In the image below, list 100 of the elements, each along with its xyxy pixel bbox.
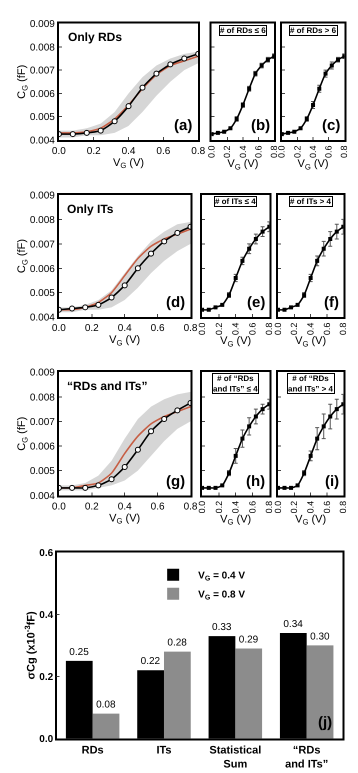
data-label: 0.34 <box>283 619 304 630</box>
text: Only ITs <box>67 202 114 216</box>
x-tick-label: 0.8 <box>191 146 206 157</box>
x-tick-label: 0.2 <box>292 145 302 158</box>
x-tick-label: 0.0 <box>276 145 287 158</box>
x-tick-label: 0.6 <box>322 322 332 336</box>
point <box>161 416 168 422</box>
y-tick-label: 0.009 <box>30 19 56 30</box>
x-axis-title: V$_{G}$ (V) <box>227 158 258 172</box>
y-tick-label: 0.004 <box>30 135 56 146</box>
annotation: (e) <box>247 294 266 311</box>
x-tick-label: 0.2 <box>214 500 224 514</box>
point <box>95 302 102 308</box>
x-tick-label: 0.8 <box>264 322 274 336</box>
x-tick-label: 0.6 <box>150 501 166 512</box>
y-tick-label: 0.004 <box>30 490 56 502</box>
point <box>308 276 313 280</box>
y-tick-label: 0.0 <box>39 734 54 745</box>
point <box>260 407 265 412</box>
point <box>174 407 180 414</box>
point <box>308 454 313 458</box>
y-tick-label: 0.007 <box>30 66 56 77</box>
y-tick-label: 0.006 <box>30 264 56 275</box>
x-tick-label: 0.6 <box>247 322 258 336</box>
y-tick-label: 0.005 <box>30 288 56 300</box>
bar <box>92 714 120 738</box>
x-tick-label: 0.8 <box>269 145 280 158</box>
x-tick-label: 0.6 <box>156 146 171 157</box>
y-tick-label: 0.008 <box>30 214 56 226</box>
y-tick-label: 0.008 <box>30 392 56 404</box>
text: # of “RDs and ITs” ≤ 4 <box>213 374 258 394</box>
x-tick-label: 0.0 <box>196 322 207 336</box>
bar <box>235 648 262 738</box>
x-tick-label: ITs <box>156 744 172 756</box>
x-axis-title: V$_{G}$ (V) <box>113 156 144 170</box>
point <box>174 230 180 236</box>
text: Only RDs <box>68 30 122 44</box>
x-tick-label: Statistical Sum <box>209 744 262 771</box>
data-label: 0.30 <box>310 631 330 642</box>
x-tick-label: 0.4 <box>122 146 136 157</box>
x-tick-label: 0.4 <box>238 145 248 158</box>
point <box>328 236 332 241</box>
data-label: 0.33 <box>212 622 232 634</box>
x-tick-label: 0.8 <box>264 500 274 514</box>
point <box>240 258 244 263</box>
x-tick-label: 0.8 <box>184 323 198 334</box>
point <box>69 306 76 312</box>
point <box>153 70 160 77</box>
y-tick-label: 0.005 <box>30 112 56 124</box>
point <box>82 304 88 310</box>
point <box>122 282 128 288</box>
x-tick-label: 0.2 <box>289 322 300 336</box>
x-tick-label: 0.8 <box>339 145 350 158</box>
x-axis-title: V$_{G}$ (V) <box>109 334 140 348</box>
x-tick-label: 0.0 <box>52 146 66 157</box>
x-tick-label: 0.2 <box>222 145 232 158</box>
x-tick-label: 0.2 <box>289 500 300 514</box>
point <box>334 230 339 234</box>
x-tick-label: 0.2 <box>214 322 224 336</box>
x-tick-label: “RDs and ITs” <box>285 744 328 771</box>
y-tick-label: 0.2 <box>39 672 54 683</box>
x-tick-label: 0.2 <box>84 501 100 512</box>
data-label: 0.29 <box>238 634 259 646</box>
y-tick-label: 0.006 <box>30 442 56 453</box>
bar <box>306 645 334 738</box>
point <box>247 424 252 428</box>
chart-title: # of ITs > 4 <box>290 197 332 206</box>
y-tick-label: 0.009 <box>30 190 56 202</box>
x-tick-label: 0.6 <box>322 500 332 514</box>
point <box>234 276 238 280</box>
chart-title: # of ITs ≤ 4 <box>215 197 256 206</box>
x-tick-label: 0.0 <box>52 501 66 512</box>
y-tick-label: 0.6 <box>39 548 54 559</box>
annotation: (c) <box>322 117 340 134</box>
data-label: 0.22 <box>140 656 161 668</box>
x-tick-label: 0.2 <box>84 323 100 334</box>
point <box>254 236 258 241</box>
data-label: 0.08 <box>96 700 116 711</box>
point <box>108 294 115 301</box>
point <box>82 484 88 491</box>
annotation: (g) <box>166 473 186 490</box>
y-tick-label: 0.009 <box>30 368 56 379</box>
x-tick-label: 0.6 <box>253 145 264 158</box>
point <box>334 407 339 412</box>
point <box>139 84 146 91</box>
point <box>167 61 174 68</box>
point <box>108 476 115 482</box>
x-tick-label: 0.4 <box>306 500 316 514</box>
text: # of “RDs and ITs” > 4 <box>288 374 334 394</box>
point <box>322 424 326 428</box>
x-tick-label: 0.8 <box>338 322 348 336</box>
point <box>70 131 76 138</box>
annotation: (h) <box>246 473 266 490</box>
x-axis-title: V$_{G}$ (V) <box>220 513 252 527</box>
point <box>69 484 76 491</box>
x-tick-label: 0.0 <box>52 323 66 334</box>
x-tick-label: 0.4 <box>118 323 132 334</box>
point <box>260 230 265 234</box>
x-axis-title: V$_{G}$ (V) <box>295 513 326 527</box>
text: “RDs and ITs” <box>67 379 148 393</box>
